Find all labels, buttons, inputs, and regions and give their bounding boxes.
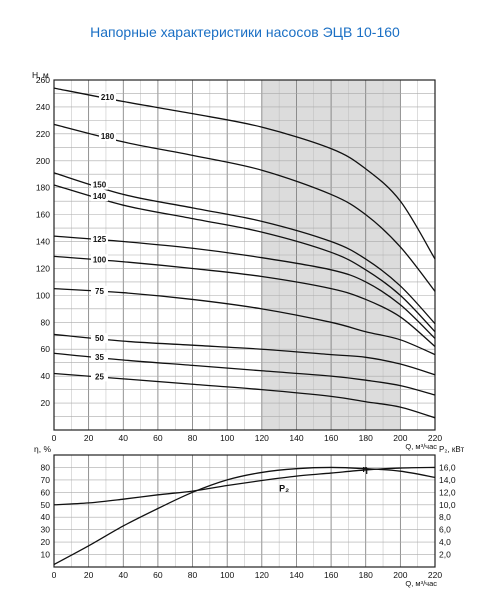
x-tick-label: 40 [119,433,129,443]
chart-title: Напорные характеристики насосов ЭЦВ 10-1… [90,24,400,40]
curve-label-50: 50 [95,334,104,343]
head-chart: 20 40 60 80 100 120 140 160 180 200 220 240 260 0 20 40… [32,70,442,451]
curve-label-140: 140 [93,192,107,201]
curve-label-100: 100 [93,255,107,264]
y-tick-label: 80 [41,462,51,472]
curve-label-bg [99,92,116,103]
x-tick-label: 200 [393,433,407,443]
x-tick-label: 160 [324,570,338,580]
y2-tick-label: 14,0 [439,475,456,485]
curve-label-bg [91,191,108,202]
x-tick-label: 0 [52,433,57,443]
x-tick-label: 120 [255,433,269,443]
x-axis-label: Q, м³/час [405,442,437,451]
head-curve-50 [53,333,436,376]
y-tick-label: 60 [41,487,51,497]
x-tick-label: 180 [359,433,373,443]
curve-label-75: 75 [95,287,104,296]
y-tick-label: 240 [36,102,50,112]
x-tick-label: 220 [428,433,442,443]
x-tick-label: 220 [428,570,442,580]
efficiency-curve-label: η [362,464,368,474]
curve-label-25: 25 [95,372,104,381]
head-curve-150 [53,172,436,325]
y2-tick-label: 6,0 [439,525,451,535]
y-tick-label: 160 [36,210,50,220]
curve-label-150: 150 [93,181,107,190]
curve-label-bg [91,234,108,245]
curve-label-bg [91,285,108,296]
x-tick-label: 200 [393,570,407,580]
y2-tick-label: 4,0 [439,537,451,547]
x-tick-label: 120 [255,570,269,580]
head-curve-125 [53,235,436,339]
y2-tick-label: 2,0 [439,550,451,560]
y2-tick-label: 12,0 [439,487,456,497]
y-tick-label: 220 [36,129,50,139]
head-curve-210 [53,87,436,260]
y-tick-label: 200 [36,156,50,166]
efficiency-power-chart: 10 20 30 40 50 60 70 80 2,0 4,0 6,0 8,0 10,0 12,0 14,0… [34,444,464,588]
efficiency-curve [53,466,436,566]
x-tick-label: 80 [188,570,198,580]
y2-tick-label: 8,0 [439,512,451,522]
y-tick-label: 80 [41,317,51,327]
x-axis-label: Q, м³/час [405,579,437,588]
x-tick-label: 40 [119,570,129,580]
head-curve-140 [53,184,436,333]
curve-label-bg [91,371,108,382]
y-tick-label: 100 [36,290,50,300]
curve-label-35: 35 [95,353,104,362]
curve-label-bg [91,179,108,190]
curve-label-bg [91,333,108,344]
power-curve [53,466,436,506]
plot-frame [53,79,436,431]
y-tick-label: 20 [41,537,51,547]
y-tick-label: 70 [41,475,51,485]
y-tick-label: 10 [41,550,51,560]
power-curve-label: P₂ [279,484,289,494]
y-tick-label: 180 [36,183,50,193]
curve-label-125: 125 [93,235,107,244]
y-tick-label: 140 [36,237,50,247]
y2-tick-label: 10,0 [439,500,456,510]
x-tick-label: 140 [289,570,303,580]
x-tick-label: 80 [188,433,198,443]
x-tick-label: 0 [52,570,57,580]
y-tick-label: 50 [41,500,51,510]
x-tick-label: 100 [220,570,234,580]
y-tick-label: 60 [41,344,51,354]
plot-frame [53,454,436,568]
head-curve-100 [53,255,436,348]
curve-label-180: 180 [101,132,115,141]
x-tick-label: 20 [84,433,94,443]
curve-label-bg [91,351,108,362]
head-curve-75 [53,288,436,356]
y2-axis-label: P₂, кВт [439,445,464,454]
head-curve-35 [53,352,436,396]
x-tick-label: 60 [153,433,163,443]
x-tick-label: 60 [153,570,163,580]
curve-label-bg [91,254,108,265]
x-tick-label: 160 [324,433,338,443]
x-tick-label: 180 [359,570,373,580]
y-axis-label: η, % [34,444,51,454]
x-tick-label: 100 [220,433,234,443]
y-axis-label: H, м [32,70,49,80]
y-tick-label: 40 [41,371,51,381]
y-tick-label: 120 [36,263,50,273]
y-tick-label: 20 [41,398,51,408]
head-curve-25 [53,372,436,419]
curve-label-bg [99,131,116,142]
y2-tick-label: 16,0 [439,462,456,472]
y-tick-label: 30 [41,525,51,535]
y-tick-label: 260 [36,75,50,85]
x-tick-label: 140 [289,433,303,443]
head-curve-180 [53,123,436,292]
x-tick-label: 20 [84,570,94,580]
y-tick-label: 40 [41,512,51,522]
curve-label-210: 210 [101,93,115,102]
